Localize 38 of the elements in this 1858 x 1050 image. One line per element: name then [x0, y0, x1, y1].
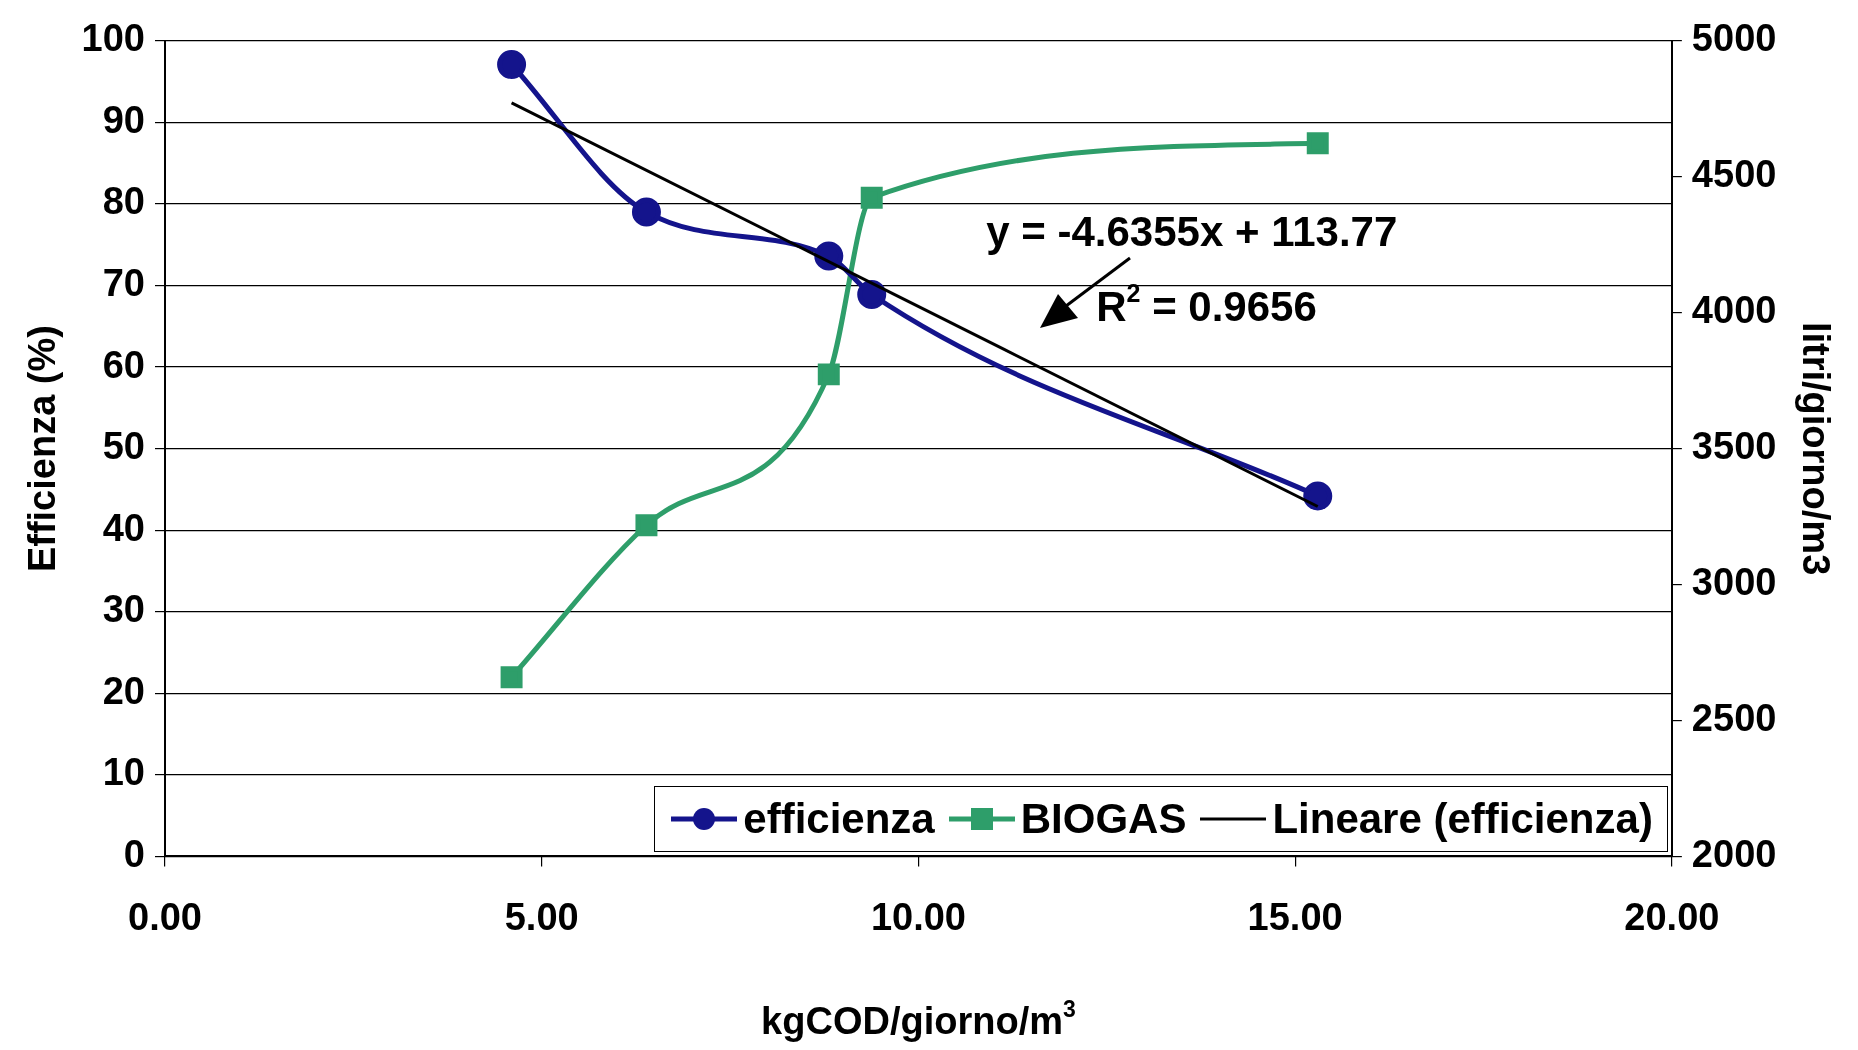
y-tick-label: 30	[102, 588, 145, 631]
y2-tick-label: 5000	[1691, 17, 1777, 60]
y-tick-label: 70	[102, 261, 145, 304]
y-axis-title: Efficienza (%)	[21, 325, 64, 573]
y2-tick-label: 3500	[1691, 425, 1777, 468]
point	[497, 49, 527, 79]
y-tick-label: 10	[102, 751, 145, 794]
y-tick-label: 80	[102, 180, 145, 223]
annotation: y = -4.6355x + 113.77	[986, 207, 1398, 255]
y2-tick-label: 3000	[1691, 561, 1777, 604]
x-tick-label: 15.00	[1247, 895, 1343, 938]
y-tick-label: 0	[123, 832, 145, 875]
point	[857, 279, 887, 309]
point	[500, 666, 523, 689]
y-tick-label: 90	[102, 98, 145, 141]
x-tick-label: 20.00	[1624, 895, 1720, 938]
y2-tick-label: 4000	[1691, 289, 1777, 332]
point	[817, 363, 840, 386]
x-tick-label: 0.00	[128, 895, 202, 938]
legend-label: Lineare (efficienza)	[1272, 795, 1653, 844]
y-tick-label: 100	[81, 17, 145, 60]
point	[1303, 481, 1333, 511]
y2-axis-title: litri/giorno/m3	[1794, 321, 1837, 576]
point	[635, 514, 658, 537]
y2-tick-label: 2000	[1691, 832, 1777, 875]
point	[860, 186, 883, 209]
point	[631, 197, 661, 227]
y2-tick-label: 4500	[1691, 153, 1777, 196]
y-tick-label: 50	[102, 425, 145, 468]
legend-label: BIOGAS	[1020, 795, 1187, 844]
point	[1306, 132, 1329, 155]
x-tick-label: 5.00	[504, 895, 579, 938]
legend-label: efficienza	[743, 795, 935, 844]
x-tick-label: 10.00	[870, 895, 966, 938]
y-tick-label: 40	[102, 506, 145, 549]
y-tick-label: 60	[102, 343, 145, 386]
y2-tick-label: 2500	[1691, 696, 1777, 739]
y-tick-label: 20	[102, 669, 145, 712]
